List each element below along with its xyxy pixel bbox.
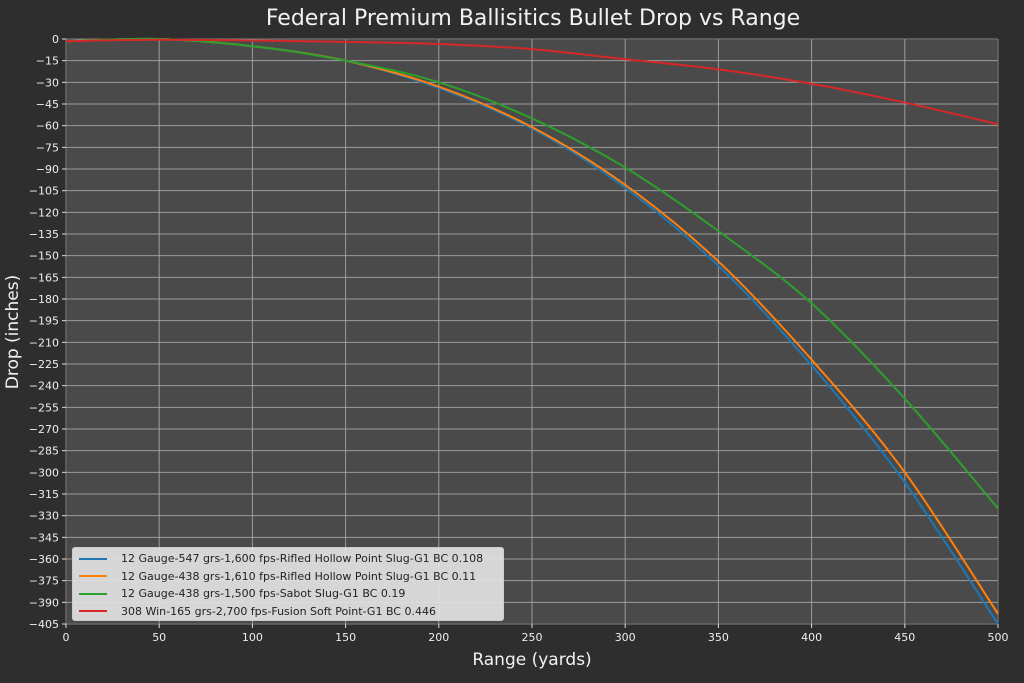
legend-swatch-blue: [79, 557, 107, 560]
legend: 12 Gauge-547 grs-1,600 fps-Rifled Hollow…: [72, 547, 504, 621]
x-tick-label: 450: [894, 631, 915, 644]
data-series: [65, 37, 999, 625]
x-tick-label: 300: [615, 631, 636, 644]
y-tick-label: −60: [36, 120, 59, 133]
y-tick-label: −135: [29, 228, 59, 241]
legend-label: 12 Gauge-438 grs-1,500 fps-Sabot Slug-G1…: [121, 587, 406, 601]
x-tick-label: 400: [801, 631, 822, 644]
y-tick-label: −405: [29, 618, 59, 631]
y-tick-label: −315: [29, 488, 59, 501]
y-tick-label: −15: [36, 55, 59, 68]
y-tick-label: 0: [52, 33, 59, 46]
y-tick-label: −150: [29, 250, 59, 263]
legend-label: 308 Win-165 grs-2,700 fps-Fusion Soft Po…: [121, 604, 436, 618]
legend-swatch-green: [79, 592, 107, 595]
x-axis-label: Range (yards): [472, 650, 592, 670]
y-tick-label: −270: [29, 423, 59, 436]
y-tick-label: −345: [29, 531, 59, 544]
y-tick-label: −225: [29, 358, 59, 371]
y-tick-label: −30: [36, 76, 59, 89]
y-tick-label: −165: [29, 271, 59, 284]
x-tick-label: 500: [988, 631, 1009, 644]
legend-label: 12 Gauge-547 grs-1,600 fps-Rifled Hollow…: [121, 552, 484, 566]
y-tick-label: −45: [36, 98, 59, 111]
x-tick-label: 50: [152, 631, 166, 644]
y-tick-label: −180: [29, 293, 59, 306]
y-tick-label: −105: [29, 185, 59, 198]
legend-item: 12 Gauge-438 grs-1,610 fps-Rifled Hollow…: [79, 568, 497, 586]
legend-swatch-orange: [79, 575, 107, 578]
y-tick-label: −390: [29, 596, 59, 609]
y-tick-label: −210: [29, 336, 59, 349]
series-line: [65, 38, 999, 126]
y-tick-label: −375: [29, 575, 59, 588]
y-tick-label: −330: [29, 510, 59, 523]
x-tick-label: 100: [242, 631, 263, 644]
series-line: [65, 37, 999, 510]
y-axis-label: Drop (inches): [3, 274, 23, 390]
legend-item: 12 Gauge-547 grs-1,600 fps-Rifled Hollow…: [79, 550, 497, 568]
y-tick-label: −75: [36, 141, 59, 154]
y-tick-label: −300: [29, 466, 59, 479]
legend-label: 12 Gauge-438 grs-1,610 fps-Rifled Hollow…: [121, 569, 477, 583]
y-tick-label: −360: [29, 553, 59, 566]
x-tick-label: 200: [428, 631, 449, 644]
x-axis-ticks: 0 50 100 150 200 250 300 350 400 450 500: [63, 624, 1009, 644]
legend-item: 308 Win-165 grs-2,700 fps-Fusion Soft Po…: [79, 603, 497, 621]
legend-swatch-red: [79, 610, 107, 613]
x-tick-label: 250: [522, 631, 543, 644]
y-tick-label: −195: [29, 315, 59, 328]
x-tick-label: 0: [63, 631, 70, 644]
chart-title: Federal Premium Ballisitics Bullet Drop …: [265, 6, 801, 31]
legend-item: 12 Gauge-438 grs-1,500 fps-Sabot Slug-G1…: [79, 585, 497, 603]
y-tick-label: −120: [29, 206, 59, 219]
y-tick-label: −285: [29, 445, 59, 458]
y-tick-label: −240: [29, 380, 59, 393]
x-tick-label: 350: [708, 631, 729, 644]
y-tick-label: −90: [36, 163, 59, 176]
y-axis-ticks: 0 −15 −30 −45 −60 −75 −90 −105 −120 −135 −150 −165 −…: [29, 33, 66, 631]
grid-lines: [65, 38, 999, 625]
y-tick-label: −255: [29, 401, 59, 414]
x-tick-label: 150: [335, 631, 356, 644]
